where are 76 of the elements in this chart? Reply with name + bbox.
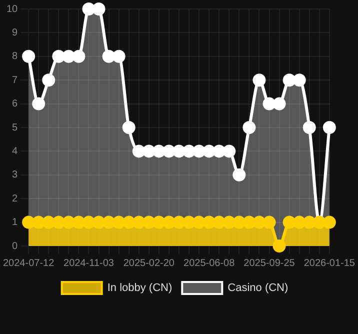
- point: [62, 50, 76, 63]
- point: [72, 50, 86, 63]
- point: [42, 216, 56, 229]
- point: [322, 216, 336, 229]
- point: [152, 216, 166, 229]
- point: [292, 216, 306, 229]
- point: [252, 74, 266, 87]
- y-tick-label: 6: [12, 98, 18, 110]
- point: [32, 97, 46, 110]
- x-tick-label: 2025-02-20: [123, 258, 175, 269]
- point: [262, 97, 276, 110]
- point: [62, 216, 76, 229]
- y-tick-label: 2: [12, 193, 18, 204]
- point: [72, 216, 86, 229]
- point: [282, 74, 296, 87]
- point: [82, 216, 96, 229]
- point: [182, 216, 196, 229]
- point: [322, 121, 336, 134]
- point: [282, 216, 296, 229]
- point: [92, 2, 106, 16]
- x-tick-label: 2025-09-25: [244, 258, 296, 269]
- point: [162, 144, 176, 158]
- point: [142, 216, 156, 229]
- point: [222, 144, 236, 158]
- y-tick-label: 5: [12, 122, 18, 134]
- point: [292, 74, 306, 87]
- point: [162, 216, 176, 229]
- y-tick-label: 0: [12, 240, 18, 252]
- point: [152, 144, 166, 158]
- point: [172, 144, 186, 158]
- point: [242, 121, 256, 134]
- y-tick-label: 8: [12, 51, 18, 62]
- point: [112, 216, 126, 229]
- point: [302, 121, 316, 134]
- point: [82, 2, 96, 16]
- point: [242, 216, 256, 229]
- y-tick-label: 9: [12, 27, 18, 38]
- point: [102, 216, 116, 229]
- point: [172, 216, 186, 229]
- legend-label: In lobby (CN): [107, 282, 172, 294]
- point: [222, 216, 236, 229]
- point: [192, 144, 206, 158]
- y-tick-label: 7: [12, 74, 18, 86]
- point: [232, 216, 246, 229]
- point: [192, 216, 206, 229]
- point: [252, 216, 266, 229]
- point: [52, 216, 66, 229]
- x-tick-label: 2024-07-12: [3, 258, 55, 269]
- point: [102, 50, 116, 63]
- point: [122, 121, 136, 134]
- point: [132, 216, 146, 229]
- point: [212, 216, 226, 229]
- point: [202, 216, 216, 229]
- point: [212, 144, 226, 158]
- point: [302, 216, 316, 229]
- y-tick-label: 1: [12, 217, 18, 228]
- point: [132, 144, 146, 158]
- x-tick-label: 2026-01-15: [304, 258, 356, 269]
- y-tick-label: 4: [12, 146, 18, 157]
- x-tick-label: 2025-06-08: [184, 258, 236, 269]
- point: [272, 97, 286, 110]
- legend-label: Casino (CN): [228, 282, 288, 294]
- point: [52, 50, 66, 63]
- point: [112, 50, 126, 63]
- point: [182, 144, 196, 158]
- point: [42, 74, 56, 87]
- x-tick-label: 2024-11-03: [64, 258, 114, 269]
- point: [122, 216, 136, 229]
- point: [202, 144, 216, 158]
- y-tick-label: 3: [12, 170, 18, 181]
- point: [92, 216, 106, 229]
- point: [32, 216, 46, 229]
- point: [262, 216, 276, 229]
- point: [232, 168, 246, 182]
- point: [142, 144, 156, 158]
- y-tick-label: 10: [6, 4, 18, 15]
